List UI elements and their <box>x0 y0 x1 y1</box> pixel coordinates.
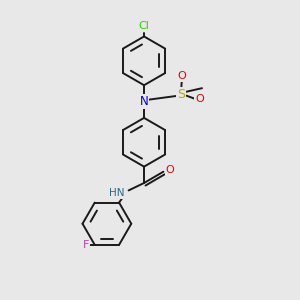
Text: HN: HN <box>109 188 125 198</box>
Text: S: S <box>177 88 185 100</box>
Text: O: O <box>195 94 204 104</box>
Text: O: O <box>177 71 186 81</box>
Text: N: N <box>140 95 148 108</box>
Text: O: O <box>166 165 174 175</box>
Text: Cl: Cl <box>139 21 149 31</box>
Text: F: F <box>83 240 90 250</box>
